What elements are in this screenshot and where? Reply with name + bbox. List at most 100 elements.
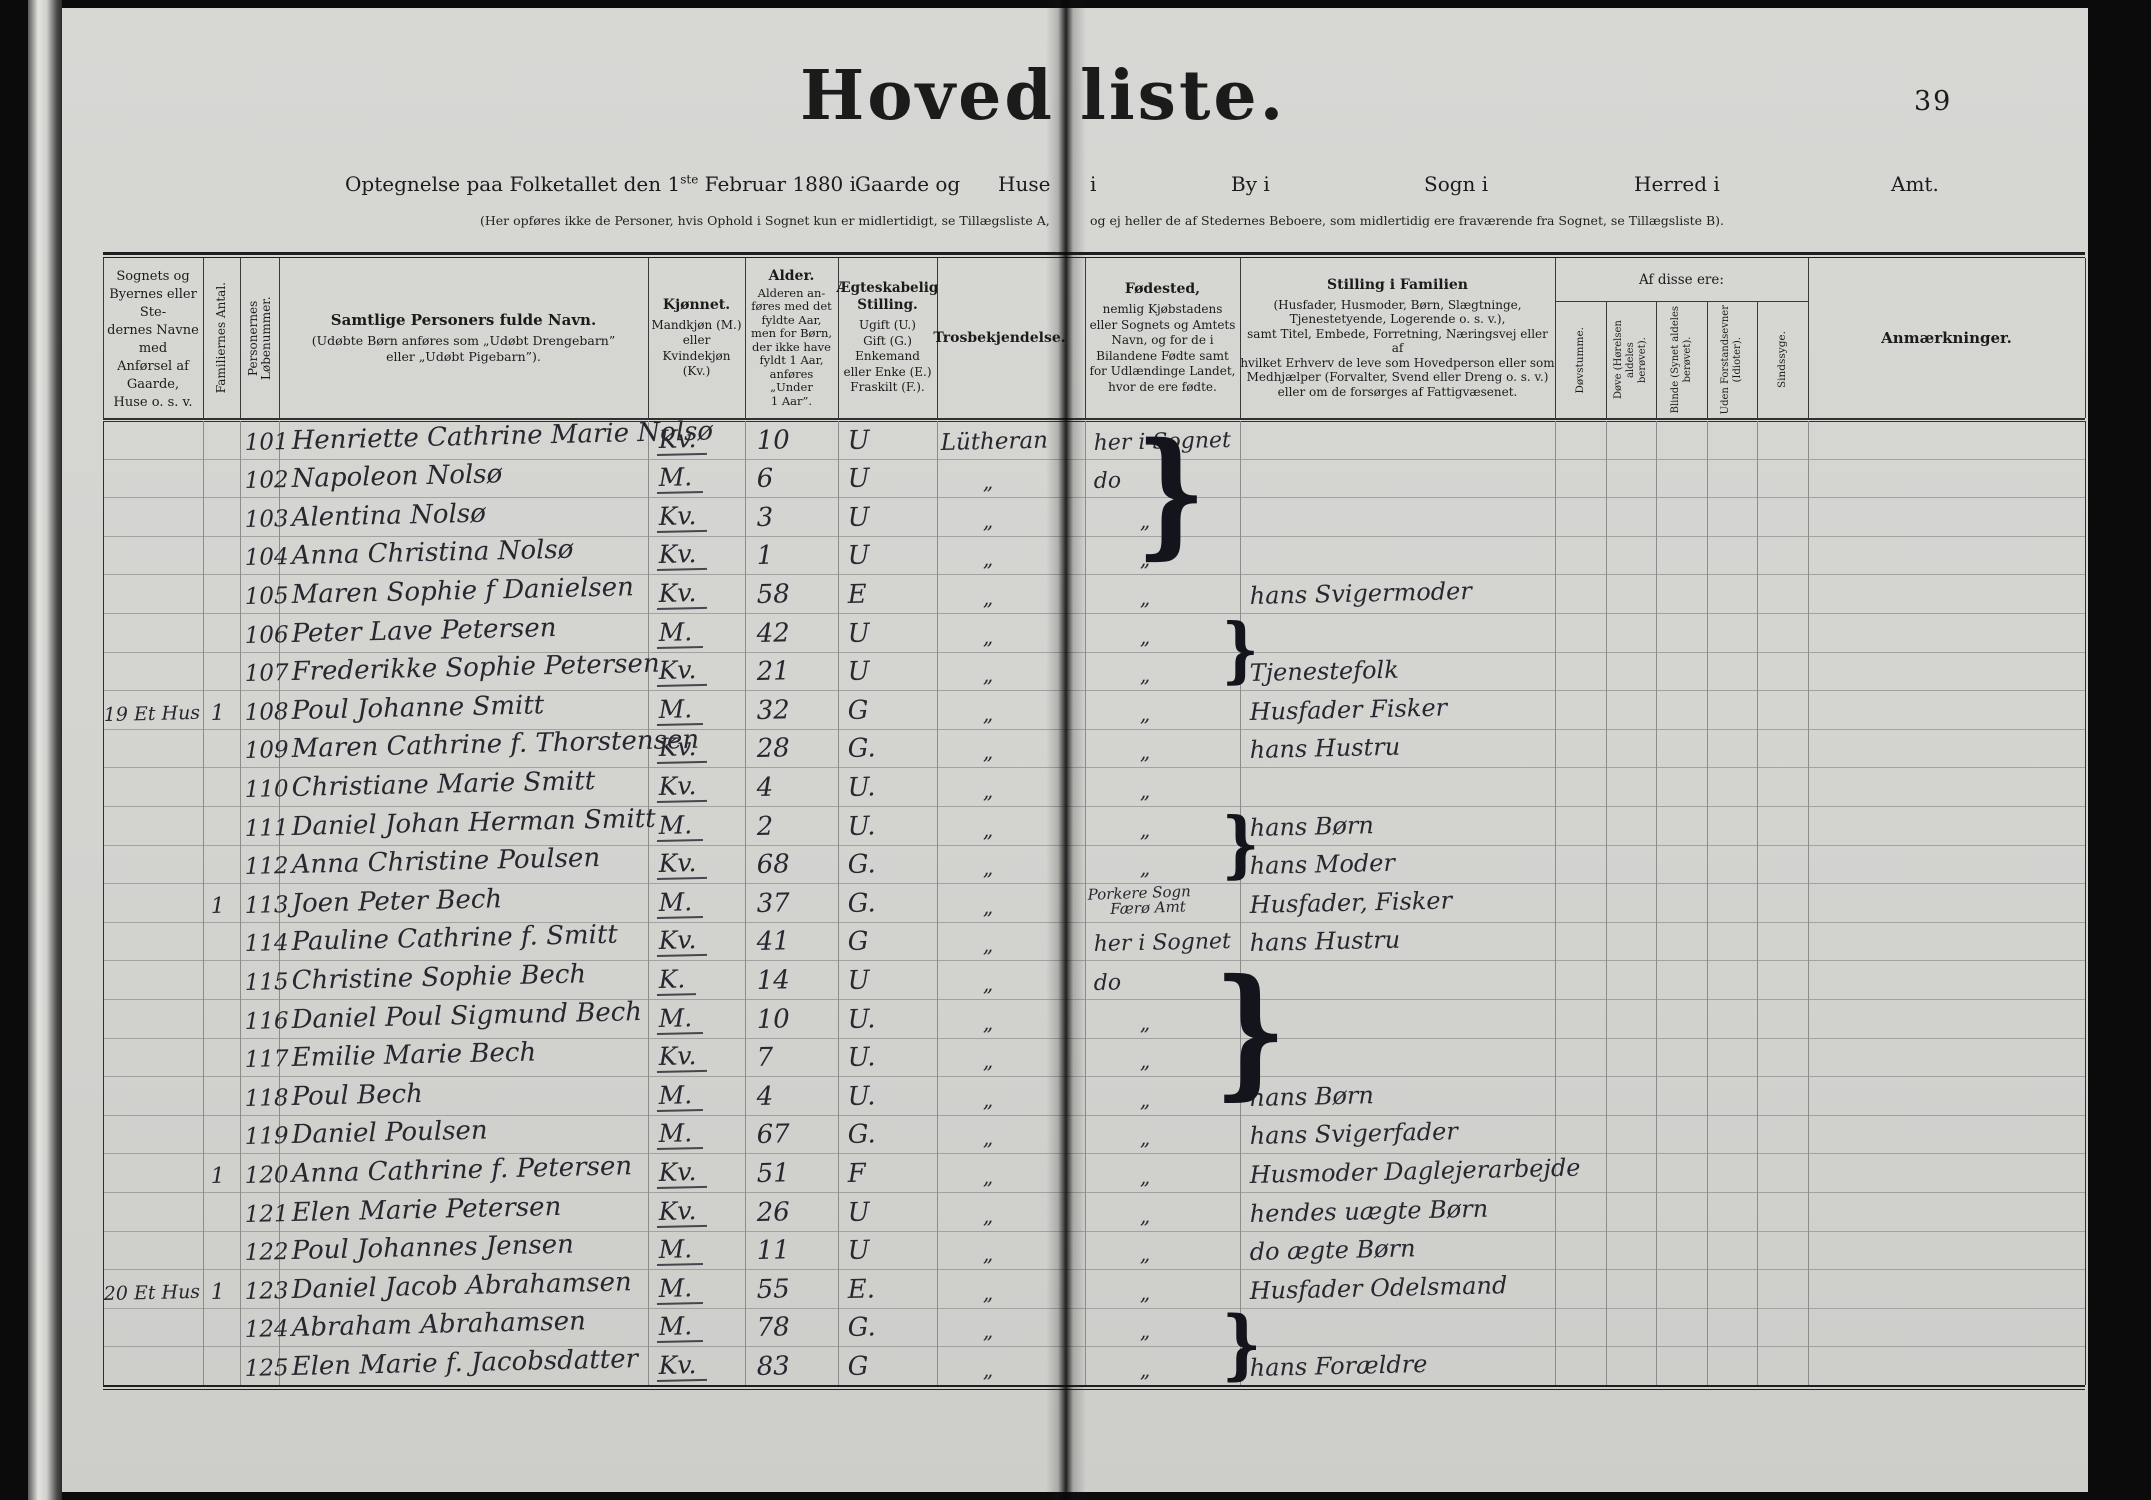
- cell-fam: 1: [210, 700, 225, 726]
- cell-nr: 125: [244, 1354, 289, 1382]
- column-header-blind: Blinde (Synet aldeles berøvet).: [1656, 302, 1707, 418]
- group-brace: }: [1214, 949, 1287, 1114]
- cell-faith: „: [982, 817, 994, 842]
- cell-status: U: [847, 656, 870, 688]
- intro-line: Optegnelse paa Folketallet den 1ste Febr…: [345, 172, 856, 196]
- cell-name: Elen Marie Petersen: [291, 1191, 562, 1228]
- column-header-birthplace: Fødested, nemlig Kjøbstadens eller Sogne…: [1085, 258, 1240, 418]
- column-header-position-title: Stilling i Familien: [1327, 276, 1468, 293]
- cell-pos: Husmoder Daglejerarbejde: [1249, 1153, 1581, 1189]
- table-row: 106 Peter Lave Petersen M. 42 U „ „: [0, 613, 2151, 652]
- cell-status: U.: [847, 1042, 876, 1074]
- grid-line: [103, 883, 2085, 885]
- cell-birth: „: [1139, 855, 1151, 881]
- blank-label-by: By i: [1231, 172, 1270, 196]
- column-header-family-count: Familiernes Antal.: [203, 258, 240, 418]
- column-header-insane-text: Sindssyge.: [1776, 331, 1788, 389]
- cell-name: Daniel Poulsen: [291, 1115, 488, 1151]
- grid-line: [103, 613, 2085, 614]
- column-header-birthplace-sub: nemlig Kjøbstadens eller Sognets og Amte…: [1089, 302, 1236, 394]
- cell-nr: 117: [244, 1046, 289, 1074]
- cell-name: Maren Cathrine f. Thorstensen: [291, 725, 700, 765]
- cell-age: 14: [756, 965, 791, 996]
- table-row: 105 Maren Sophie f Danielsen Kv. 58 E „ „ hans …: [0, 572, 2151, 613]
- grid-line: [103, 1307, 2085, 1309]
- cell-faith: „: [982, 1010, 994, 1035]
- grid-line: [103, 651, 2085, 653]
- grid-line: [103, 421, 2085, 422]
- grid-line: [1707, 302, 1708, 418]
- cell-faith: „: [982, 1280, 994, 1305]
- cell-age: 10: [756, 1003, 791, 1035]
- grid-line: [838, 258, 839, 418]
- cell-birth: do: [1093, 970, 1122, 996]
- grid-line: [937, 421, 938, 1385]
- cell-status: U: [847, 1197, 870, 1228]
- cell-nr: 113: [244, 891, 289, 919]
- column-header-blind-text: Blinde (Synet aldeles berøvet).: [1669, 306, 1693, 414]
- cell-sex: Kv.: [656, 732, 707, 765]
- cell-name: Alentina Nolsø: [291, 498, 487, 533]
- intro-superscript: ste: [680, 172, 699, 187]
- cell-age: 83: [756, 1351, 791, 1382]
- table-row: 102 Napoleon Nolsø M. 6 U „ do: [0, 459, 2151, 498]
- cell-faith: „: [982, 547, 994, 572]
- cell-status: U.: [847, 772, 876, 803]
- blank-label-amt: Amt.: [1891, 172, 1939, 196]
- grid-line: [1808, 258, 1809, 418]
- cell-nr: 102: [244, 467, 289, 495]
- cell-age: 10: [756, 424, 791, 456]
- cell-age: 7: [756, 1042, 774, 1074]
- cell-age: 28: [756, 733, 791, 765]
- grid-line: [103, 497, 2085, 499]
- table-row: 122 Poul Johannes Jensen M. 11 U „ „ do ægte Bø…: [0, 1230, 2151, 1270]
- grid-line: [1606, 421, 1607, 1385]
- grid-line: [103, 1153, 2085, 1155]
- cell-sex: M.: [656, 1079, 703, 1112]
- cell-nr: 108: [244, 698, 289, 726]
- cell-status: G: [847, 1351, 869, 1382]
- grid-line: [103, 767, 2085, 769]
- table-row: 112 Anna Christine Poulsen Kv. 68 G. „ „ hans M…: [0, 843, 2151, 884]
- cell-faith: „: [982, 894, 994, 919]
- blank-label-herred: Herred i: [1634, 172, 1720, 196]
- cell-birth: „: [1139, 701, 1151, 726]
- cell-nr: 124: [244, 1316, 289, 1344]
- group-brace: }: [1222, 801, 1260, 886]
- cell-birth: „: [1139, 585, 1151, 610]
- grid-line: [103, 1230, 2085, 1232]
- column-header-marital-sub: Ugift (U.) Gift (G.) Enkemand eller Enke…: [843, 318, 932, 395]
- cell-faith: „: [982, 1126, 994, 1151]
- cell-faith: „: [982, 662, 994, 688]
- column-header-name: Samtlige Personers fulde Navn. (Udøbte B…: [279, 258, 648, 418]
- column-header-no-reason: Uden Forstandsevner (Idioter).: [1707, 302, 1757, 418]
- grid-line: [103, 1076, 2085, 1078]
- grid-line: [1757, 421, 1758, 1385]
- cell-name: Abraham Abrahamsen: [291, 1306, 587, 1344]
- cell-nr: 115: [244, 968, 289, 996]
- cell-name: Peter Lave Petersen: [291, 612, 557, 649]
- cell-name: Poul Johanne Smitt: [291, 690, 545, 726]
- intro-text: Optegnelse paa Folketallet den 1: [345, 172, 681, 196]
- grid-line: [279, 421, 280, 1385]
- cell-age: 11: [756, 1235, 791, 1267]
- cell-name: Maren Sophie f Danielsen: [291, 572, 635, 610]
- table-row: 117 Emilie Marie Bech Kv. 7 U. „ „: [0, 1038, 2151, 1077]
- column-header-sex-sub: Mandkjøn (M.) eller Kvindekjøn (Kv.): [651, 317, 742, 379]
- cell-faith: „: [982, 1087, 994, 1112]
- cell-name: Daniel Poul Sigmund Bech: [291, 996, 643, 1035]
- grid-line: [648, 421, 649, 1385]
- grid-line: [103, 1269, 2085, 1271]
- group-brace: }: [1222, 1299, 1262, 1388]
- cell-name: Frederikke Sophie Petersen: [291, 648, 660, 688]
- cell-name: Christiane Marie Smitt: [291, 766, 596, 803]
- cell-sex: M.: [656, 693, 703, 726]
- grid-line: [240, 258, 241, 418]
- grid-line: [103, 1346, 2085, 1348]
- grid-line: [745, 258, 746, 418]
- grid-line: [937, 258, 938, 418]
- grid-line: [1808, 421, 1809, 1385]
- cell-status: U: [847, 965, 870, 996]
- cell-status: E: [847, 579, 867, 610]
